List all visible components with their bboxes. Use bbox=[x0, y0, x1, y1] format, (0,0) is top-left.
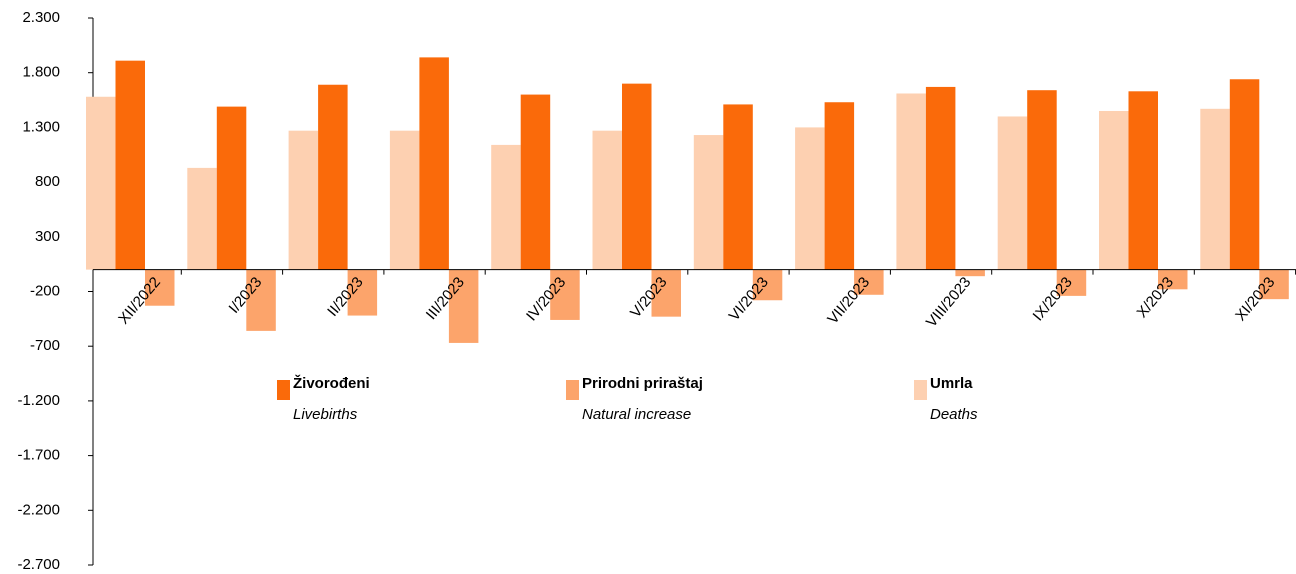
bar bbox=[288, 130, 319, 270]
x-tick-label: IX/2023 bbox=[1030, 274, 1076, 325]
bar bbox=[1259, 269, 1289, 300]
legend-label: Prirodni priraštaj bbox=[582, 375, 703, 392]
y-tick-label: -1.200 bbox=[17, 392, 60, 409]
legend-label-en: Natural increase bbox=[582, 406, 691, 423]
bar bbox=[1128, 91, 1158, 270]
legend-label: Umrla bbox=[930, 375, 973, 392]
bar bbox=[693, 135, 724, 270]
bar bbox=[824, 102, 855, 270]
bar bbox=[491, 144, 521, 270]
y-tick-label: 2.300 bbox=[22, 9, 60, 26]
bar bbox=[795, 127, 825, 270]
x-tick-label: X/2023 bbox=[1134, 274, 1178, 321]
x-tick-label: VII/2023 bbox=[824, 274, 873, 328]
y-tick-label: -1.700 bbox=[17, 447, 60, 464]
bar bbox=[925, 86, 956, 270]
x-tick-label: VIII/2023 bbox=[923, 274, 975, 331]
y-tick-label: -700 bbox=[30, 337, 60, 354]
legend-swatch bbox=[566, 380, 579, 400]
y-tick-label: 800 bbox=[35, 173, 60, 190]
bar bbox=[448, 269, 479, 343]
bar bbox=[1158, 269, 1188, 290]
bar bbox=[1027, 90, 1057, 270]
legend-swatch bbox=[914, 380, 927, 400]
bar bbox=[145, 269, 175, 306]
bar bbox=[347, 269, 378, 316]
bar bbox=[187, 167, 217, 270]
bar bbox=[854, 269, 884, 295]
bar bbox=[216, 106, 247, 270]
legend-label: Živorođeni bbox=[293, 374, 370, 392]
bar bbox=[520, 94, 551, 270]
bar bbox=[246, 269, 276, 331]
bar bbox=[723, 104, 753, 270]
y-tick-label: 1.300 bbox=[22, 118, 60, 135]
bar bbox=[955, 269, 985, 277]
bar bbox=[1056, 269, 1087, 296]
bar bbox=[896, 93, 926, 270]
bar bbox=[651, 269, 681, 317]
bar bbox=[622, 83, 652, 270]
bar bbox=[389, 130, 420, 270]
bar bbox=[997, 116, 1028, 270]
bar bbox=[1099, 110, 1129, 270]
bar bbox=[752, 269, 783, 301]
bar bbox=[419, 57, 449, 270]
bar bbox=[1229, 79, 1260, 270]
y-tick-label: 300 bbox=[35, 228, 60, 245]
y-tick-label: -2.200 bbox=[17, 501, 60, 518]
legend-swatch bbox=[277, 380, 290, 400]
y-tick-label: -2.700 bbox=[17, 556, 60, 573]
legend-label-en: Livebirths bbox=[293, 406, 358, 423]
legend-label-en: Deaths bbox=[930, 406, 978, 423]
bar bbox=[86, 96, 116, 270]
bar bbox=[550, 269, 580, 320]
bar bbox=[1200, 108, 1230, 270]
y-tick-label: 1.800 bbox=[22, 64, 60, 81]
y-tick-label: -200 bbox=[30, 282, 60, 299]
bar bbox=[592, 130, 622, 270]
bar bbox=[318, 84, 348, 270]
bar bbox=[115, 60, 145, 270]
